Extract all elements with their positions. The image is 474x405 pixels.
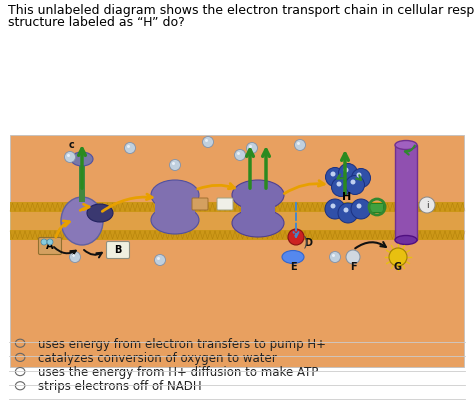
- Text: structure labeled as “H” do?: structure labeled as “H” do?: [8, 16, 185, 29]
- Bar: [395, 145, 417, 240]
- Circle shape: [419, 197, 435, 213]
- Ellipse shape: [282, 251, 304, 264]
- Circle shape: [237, 152, 240, 155]
- FancyArrowPatch shape: [84, 250, 102, 258]
- Circle shape: [346, 250, 360, 264]
- Circle shape: [172, 162, 175, 165]
- Circle shape: [389, 248, 407, 266]
- Circle shape: [249, 145, 252, 148]
- Circle shape: [351, 199, 371, 219]
- Text: B: B: [114, 245, 122, 255]
- Text: c: c: [68, 140, 74, 150]
- Bar: [79, 164, 85, 202]
- Circle shape: [155, 254, 165, 266]
- FancyArrowPatch shape: [284, 181, 324, 194]
- Circle shape: [330, 203, 336, 209]
- Circle shape: [344, 168, 348, 173]
- Text: A: A: [46, 241, 54, 251]
- Circle shape: [70, 252, 81, 262]
- Bar: [241, 198, 275, 220]
- Circle shape: [352, 168, 371, 188]
- Text: D: D: [304, 238, 312, 248]
- Circle shape: [41, 239, 47, 245]
- Circle shape: [330, 171, 336, 177]
- FancyBboxPatch shape: [38, 237, 62, 254]
- Text: F: F: [350, 262, 356, 272]
- Circle shape: [246, 143, 257, 153]
- Text: This unlabeled diagram shows the electron transport chain in cellular respiratio: This unlabeled diagram shows the electro…: [8, 4, 474, 17]
- Ellipse shape: [87, 204, 113, 222]
- FancyArrowPatch shape: [102, 194, 152, 211]
- Circle shape: [332, 254, 335, 257]
- Text: strips electrons off of NADH: strips electrons off of NADH: [38, 380, 201, 393]
- Circle shape: [344, 207, 348, 213]
- Bar: [369, 203, 383, 212]
- Circle shape: [338, 164, 357, 183]
- Text: uses the energy from H+ diffusion to make ATP: uses the energy from H+ diffusion to mak…: [38, 366, 319, 379]
- FancyArrowPatch shape: [356, 175, 361, 180]
- Circle shape: [346, 175, 365, 194]
- FancyBboxPatch shape: [107, 241, 129, 258]
- Bar: [155, 197, 195, 217]
- Ellipse shape: [151, 180, 199, 210]
- Circle shape: [235, 149, 246, 160]
- FancyArrowPatch shape: [355, 242, 386, 248]
- FancyBboxPatch shape: [192, 198, 208, 210]
- Circle shape: [64, 151, 75, 162]
- Bar: [10, 212, 464, 230]
- Text: i: i: [426, 200, 428, 209]
- FancyArrowPatch shape: [337, 175, 343, 179]
- Circle shape: [157, 257, 160, 260]
- Ellipse shape: [151, 206, 199, 234]
- Ellipse shape: [232, 209, 284, 237]
- Circle shape: [288, 229, 304, 245]
- FancyBboxPatch shape: [217, 198, 233, 210]
- Circle shape: [329, 252, 340, 262]
- Circle shape: [47, 239, 53, 245]
- Ellipse shape: [232, 180, 284, 210]
- Ellipse shape: [71, 152, 93, 166]
- Ellipse shape: [395, 235, 417, 245]
- Circle shape: [297, 142, 300, 145]
- Circle shape: [356, 173, 362, 177]
- FancyArrowPatch shape: [198, 183, 235, 189]
- Circle shape: [72, 254, 75, 257]
- Circle shape: [294, 139, 306, 151]
- Circle shape: [205, 139, 208, 142]
- Circle shape: [356, 203, 362, 209]
- Circle shape: [326, 168, 345, 186]
- Circle shape: [127, 145, 130, 148]
- FancyArrowPatch shape: [54, 247, 76, 256]
- Circle shape: [67, 154, 70, 157]
- FancyArrowPatch shape: [56, 221, 69, 237]
- Bar: [10, 202, 464, 212]
- Circle shape: [325, 199, 345, 219]
- Bar: [10, 135, 464, 367]
- Text: ): ): [303, 236, 309, 250]
- Text: catalyzes conversion of oxygen to water: catalyzes conversion of oxygen to water: [38, 352, 277, 365]
- Circle shape: [202, 136, 213, 147]
- Circle shape: [337, 181, 341, 186]
- Circle shape: [338, 203, 358, 223]
- FancyArrowPatch shape: [80, 204, 89, 211]
- Text: E: E: [290, 262, 296, 272]
- Circle shape: [350, 179, 356, 185]
- FancyArrowPatch shape: [405, 145, 415, 155]
- Circle shape: [170, 160, 181, 171]
- Circle shape: [331, 177, 350, 196]
- Ellipse shape: [395, 141, 417, 149]
- Bar: [10, 230, 464, 240]
- Text: H: H: [342, 192, 352, 202]
- Text: uses energy from electron transfers to pump H+: uses energy from electron transfers to p…: [38, 338, 326, 351]
- Text: G: G: [394, 262, 402, 272]
- Circle shape: [125, 143, 136, 153]
- Ellipse shape: [61, 197, 103, 245]
